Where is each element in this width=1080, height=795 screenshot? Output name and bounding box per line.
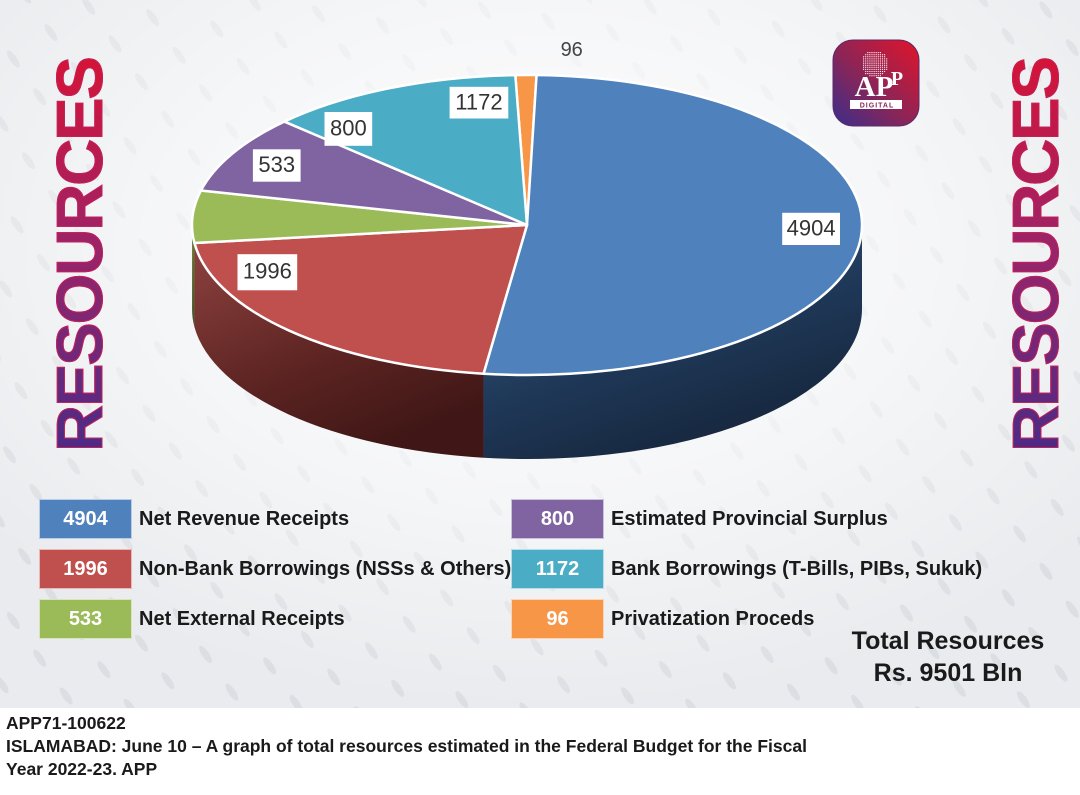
svg-text:800: 800	[330, 116, 367, 141]
svg-text:1996: 1996	[243, 259, 292, 284]
svg-text:1172: 1172	[455, 90, 502, 115]
svg-text:4904: 4904	[787, 216, 836, 241]
svg-text:96: 96	[561, 39, 583, 61]
svg-text:533: 533	[258, 152, 295, 177]
